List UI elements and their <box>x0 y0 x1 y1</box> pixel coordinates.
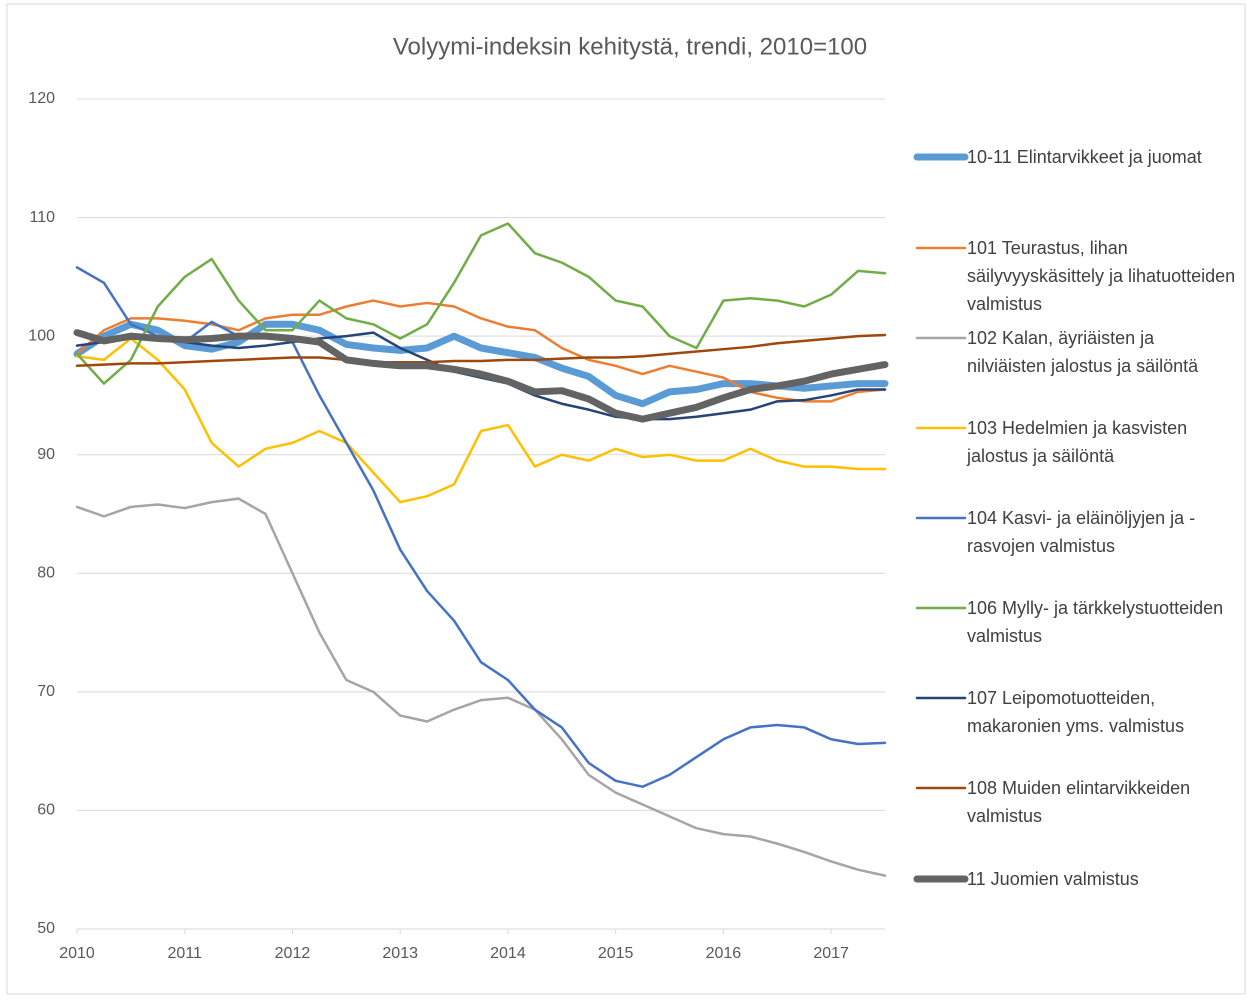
series-line <box>73 329 889 423</box>
series-line <box>75 333 887 368</box>
legend-label: 101 Teurastus, lihan säilyvyyskäsittely … <box>967 238 1236 314</box>
legend-label: 104 Kasvi- ja eläinöljyjen ja -rasvojen … <box>967 508 1196 556</box>
x-tick-label: 2014 <box>490 945 526 962</box>
x-tick-label: 2017 <box>813 945 849 962</box>
y-tick-label: 70 <box>37 683 55 700</box>
chart-border <box>6 3 1246 995</box>
y-tick-label: 100 <box>28 327 55 344</box>
y-tick-label: 80 <box>37 565 55 582</box>
legend-label: 102 Kalan, äyriäisten ja nilviäisten jal… <box>967 328 1199 376</box>
x-tick-label: 2011 <box>168 945 203 962</box>
x-tick-label: 2013 <box>382 945 418 962</box>
series-line <box>75 222 887 385</box>
legend-label: 10-11 Elintarvikkeet ja juomat <box>967 147 1202 167</box>
y-tick-label: 110 <box>29 209 55 226</box>
y-tick-label: 60 <box>37 802 55 819</box>
legend-label: 108 Muiden elintarvikkeiden valmistus <box>967 778 1191 826</box>
x-tick-label: 2012 <box>275 945 311 962</box>
legend-label: 107 Leipomotuotteiden, makaronien yms. v… <box>967 688 1185 736</box>
legend-label: 11 Juomien valmistus <box>967 869 1139 889</box>
y-tick-label: 90 <box>37 446 55 463</box>
legend-label: 103 Hedelmien ja kasvisten jalostus ja s… <box>967 418 1188 466</box>
y-tick-label: 120 <box>28 90 55 107</box>
x-tick-label: 2015 <box>598 945 634 962</box>
chart-title: Volyymi-indeksin kehitystä, trendi, 2010… <box>393 33 867 60</box>
series-line <box>75 266 887 788</box>
legend-label: 106 Mylly- ja tärkkelystuotteiden valmis… <box>967 598 1224 646</box>
series-line <box>73 320 889 408</box>
y-tick-label: 50 <box>37 920 55 937</box>
x-tick-label: 2016 <box>706 945 742 962</box>
series-line <box>75 497 887 877</box>
x-tick-label: 2010 <box>59 945 95 962</box>
series-line <box>75 337 887 504</box>
